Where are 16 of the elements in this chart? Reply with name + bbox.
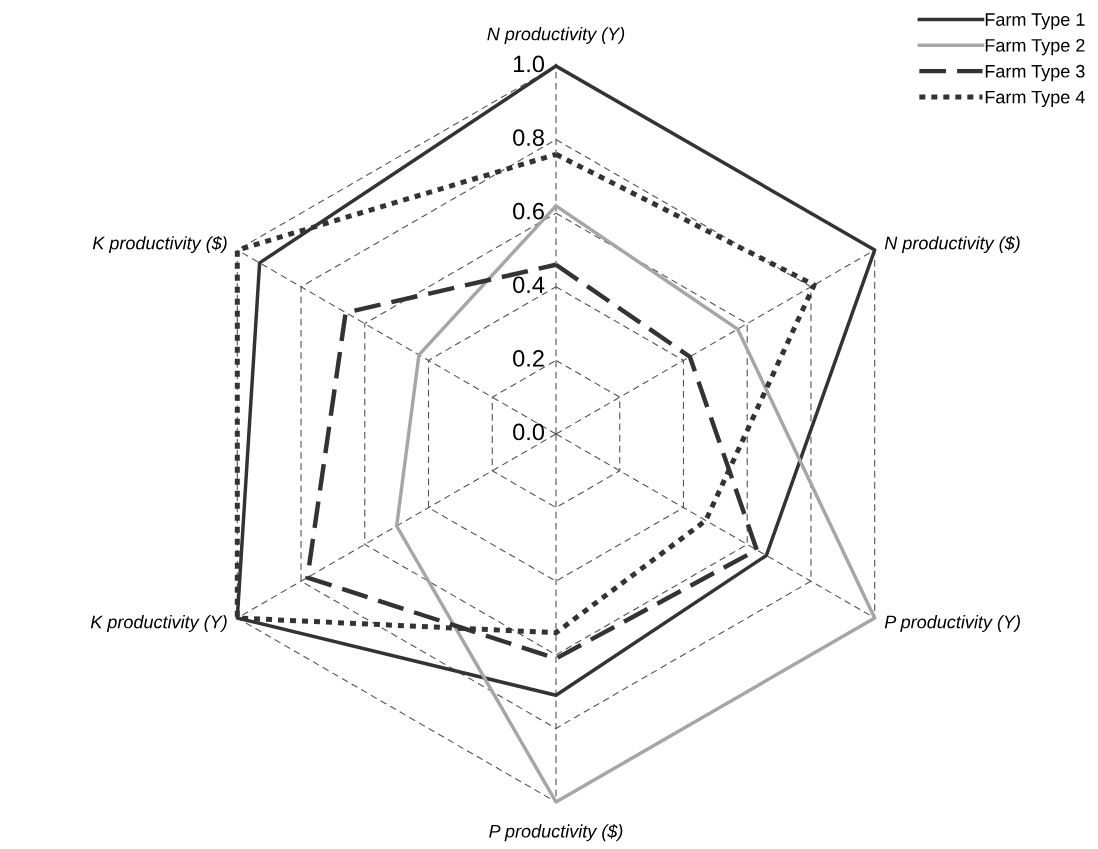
y-tick-label: 0.4 xyxy=(513,276,545,294)
spoke-label: K productivity ($) xyxy=(92,235,227,254)
y-tick-label: 0.8 xyxy=(513,129,544,146)
spoke-label: K productivity (Y) xyxy=(90,615,227,632)
legend-label: Farm Type 2 xyxy=(985,38,1085,56)
spoke-label: N productivity ($) xyxy=(884,235,1020,254)
spoke-label: P productivity ($) xyxy=(489,824,623,842)
y-tick-label: 1.0 xyxy=(513,55,545,73)
legend-label: Farm Type 4 xyxy=(985,90,1085,108)
y-tick-label: 0.0 xyxy=(513,423,545,441)
legend-label: Farm Type 1 xyxy=(985,13,1085,30)
spoke-label: P productivity (Y) xyxy=(884,615,1020,632)
legend-label: Farm Type 3 xyxy=(985,64,1085,82)
y-tick-label: 0.2 xyxy=(513,350,544,367)
spoke-label: N productivity (Y) xyxy=(487,27,625,44)
y-tick-label: 0.6 xyxy=(513,202,544,220)
